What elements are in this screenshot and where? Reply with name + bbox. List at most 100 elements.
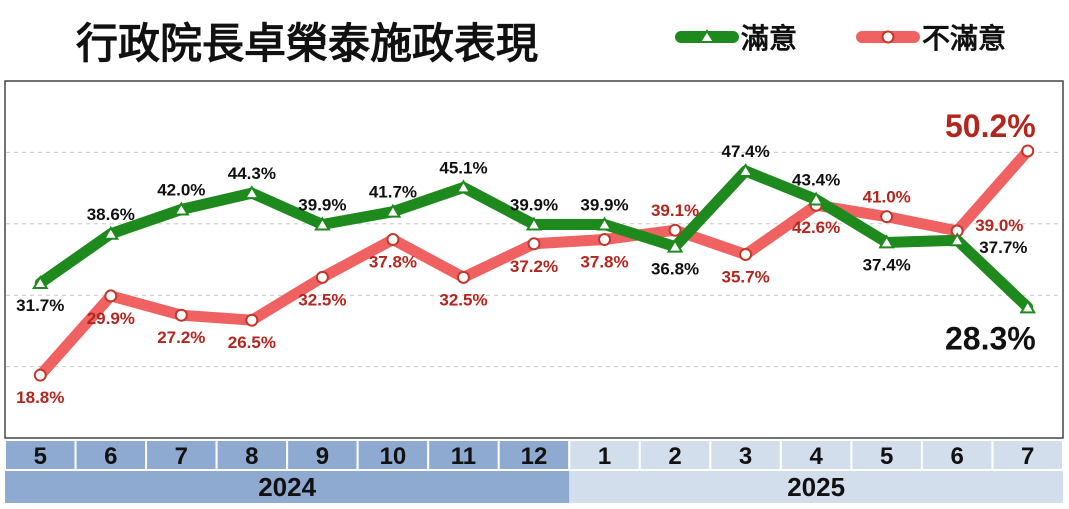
- satisfied-data-label: 36.8%: [651, 260, 699, 279]
- unsatisfied-data-label: 37.8%: [580, 253, 628, 272]
- satisfied-point: [525, 216, 543, 231]
- unsatisfied-data-label: 18.8%: [16, 388, 64, 407]
- month-cell: [709, 439, 782, 471]
- year-band: [569, 471, 1063, 503]
- satisfied-data-label: 39.9%: [298, 196, 346, 215]
- legend-triangle-icon: [698, 29, 716, 43]
- satisfied-point: [948, 232, 966, 247]
- legend-circle-icon: [881, 30, 895, 44]
- x-tick-label: 8: [245, 443, 258, 470]
- satisfied-point: [455, 179, 472, 194]
- x-tick-label: 6: [951, 443, 964, 470]
- satisfied-data-label: 38.6%: [87, 205, 135, 224]
- unsatisfied-point: [245, 313, 259, 327]
- satisfied-data-label: 28.3%: [945, 320, 1036, 356]
- x-tick-label: 1: [598, 443, 611, 470]
- satisfied-data-label: 39.9%: [510, 196, 558, 215]
- x-tick-label: 12: [521, 443, 548, 470]
- month-cell: [850, 439, 923, 471]
- x-tick-label: 6: [104, 443, 117, 470]
- satisfied-data-label: 47.4%: [721, 142, 769, 161]
- unsatisfied-point: [386, 233, 400, 247]
- month-cell: [74, 439, 148, 471]
- month-cell: [145, 439, 218, 471]
- unsatisfied-data-label: 26.5%: [228, 333, 276, 352]
- unsatisfied-data-label: 37.2%: [510, 257, 558, 276]
- satisfied-data-label: 42.0%: [157, 181, 205, 200]
- satisfied-point: [1019, 299, 1036, 314]
- x-tick-label: 5: [880, 443, 893, 470]
- unsatisfied-data-label: 41.0%: [863, 188, 911, 207]
- satisfied-data-label: 39.9%: [580, 196, 628, 215]
- year-label: 2025: [787, 472, 845, 502]
- month-cell: [779, 439, 853, 471]
- satisfied-point: [384, 203, 402, 218]
- unsatisfied-data-label: 39.0%: [975, 216, 1023, 235]
- satisfied-data-label: 31.7%: [16, 296, 64, 315]
- month-cell: [991, 439, 1065, 471]
- gridlines: [6, 151, 1062, 368]
- satisfied-point: [807, 191, 825, 206]
- satisfied-point: [32, 275, 49, 290]
- unsatisfied-point: [456, 270, 470, 284]
- unsatisfied-point: [315, 270, 329, 284]
- legend-label-satisfied: 滿意: [741, 22, 797, 55]
- x-tick-label: 10: [380, 443, 407, 470]
- satisfied-data-label: 37.4%: [863, 255, 911, 274]
- legend-label-unsatisfied: 不滿意: [922, 22, 1006, 55]
- unsatisfied-point: [33, 368, 47, 382]
- unsatisfied-point: [527, 237, 541, 251]
- unsatisfied-data-label: 27.2%: [157, 328, 205, 347]
- x-tick-label: 7: [1021, 443, 1034, 470]
- unsatisfied-point: [104, 289, 118, 303]
- month-cell: [427, 439, 500, 471]
- satisfied-point: [878, 234, 895, 249]
- unsatisfied-point: [880, 210, 894, 224]
- month-cell: [497, 439, 571, 471]
- unsatisfied-point: [174, 308, 188, 322]
- chart-title: 行政院長卓榮泰施政表現: [76, 19, 538, 68]
- satisfied-data-label: 41.7%: [369, 183, 417, 202]
- legend: 滿意 不滿意: [675, 22, 1006, 55]
- x-tick-label: 3: [739, 443, 752, 470]
- x-tick-label: 9: [316, 443, 329, 470]
- unsatisfied-point: [668, 223, 682, 237]
- unsatisfied-data-label: 32.5%: [439, 290, 487, 309]
- unsatisfied-data-label: 42.6%: [792, 218, 840, 237]
- satisfied-data-label: 37.7%: [979, 238, 1027, 257]
- satisfied-point: [314, 216, 331, 231]
- month-cell: [4, 439, 77, 471]
- x-tick-label: 4: [809, 443, 823, 470]
- unsatisfied-data-label: 29.9%: [87, 309, 135, 328]
- satisfied-data-label: 45.1%: [439, 158, 487, 177]
- year-band: [5, 471, 570, 503]
- satisfied-point: [243, 185, 261, 200]
- unsatisfied-data-label: 35.7%: [721, 268, 769, 287]
- legend-item-satisfied: 滿意: [675, 22, 797, 55]
- unsatisfied-point: [598, 233, 612, 247]
- legend-item-unsatisfied: 不滿意: [856, 22, 1006, 55]
- x-tick-label: 11: [451, 443, 476, 470]
- series-markers: [32, 144, 1036, 382]
- x-tick-label: 5: [34, 443, 47, 470]
- satisfied-point: [596, 216, 613, 231]
- unsatisfied-data-label: 32.5%: [298, 290, 346, 309]
- x-tick-label: 7: [175, 443, 188, 470]
- satisfied-point: [737, 162, 754, 177]
- month-cell: [356, 439, 430, 471]
- satisfied-point: [173, 201, 190, 216]
- unsatisfied-point: [1021, 144, 1035, 158]
- satisfied-point: [102, 225, 120, 240]
- x-tick-label: 2: [668, 443, 681, 470]
- satisfied-data-label: 44.3%: [228, 164, 276, 183]
- satisfied-point: [666, 238, 684, 253]
- data-labels: 31.7% 38.6% 42.0% 44.3% 39.9% 41.7% 45.1% 39.9%…: [16, 108, 1036, 407]
- unsatisfied-point: [739, 248, 753, 262]
- unsatisfied-data-label: 39.1%: [651, 201, 699, 220]
- month-cell: [286, 439, 359, 471]
- unsatisfied-data-label: 37.8%: [369, 253, 417, 272]
- year-label: 2024: [258, 472, 316, 502]
- unsatisfied-data-label: 50.2%: [945, 108, 1036, 144]
